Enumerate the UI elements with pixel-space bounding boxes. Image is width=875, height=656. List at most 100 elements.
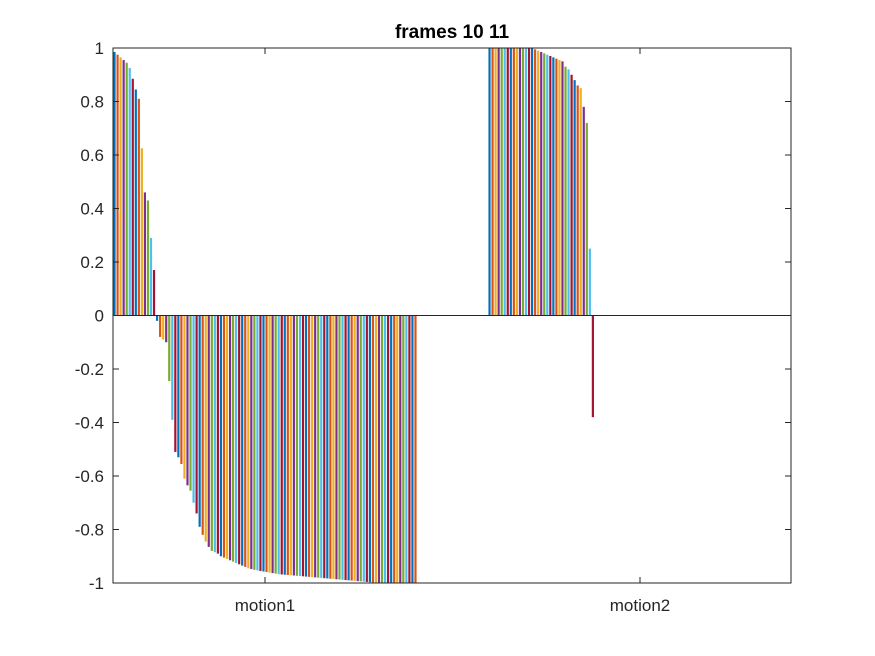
y-tick-label: -1 bbox=[89, 574, 104, 593]
bar-motion2-1 bbox=[488, 48, 491, 316]
bar-motion1-89 bbox=[380, 315, 384, 583]
bar-motion1-47 bbox=[253, 315, 256, 570]
bar-motion1-85 bbox=[368, 315, 371, 583]
bar-motion1-93 bbox=[393, 315, 396, 583]
bar-motion1-52 bbox=[268, 315, 271, 573]
bar-motion1-69 bbox=[320, 315, 323, 578]
bar-motion1-72 bbox=[329, 315, 332, 579]
bar-motion2-26 bbox=[564, 66, 567, 316]
bar-motion1-49 bbox=[259, 315, 262, 571]
bar-motion2-6 bbox=[503, 48, 506, 316]
bar-motion2-24 bbox=[558, 60, 561, 316]
bar-motion2-8 bbox=[509, 48, 512, 316]
bar-motion1-20 bbox=[171, 315, 174, 420]
bar-motion1-38 bbox=[225, 315, 229, 559]
bar-motion2-20 bbox=[546, 54, 549, 316]
bar-motion1-34 bbox=[213, 315, 216, 553]
bar-motion1-51 bbox=[265, 315, 268, 573]
bar-motion1-21 bbox=[174, 315, 177, 452]
y-tick-label: -0.2 bbox=[75, 360, 104, 379]
bar-motion2-34 bbox=[588, 248, 591, 316]
bar-motion1-94 bbox=[396, 315, 399, 583]
bar-motion1-75 bbox=[338, 315, 341, 580]
bar-motion1-33 bbox=[210, 315, 213, 551]
bar-motion1-13 bbox=[149, 237, 153, 316]
bar-motion1-43 bbox=[241, 315, 244, 566]
bar-motion2-17 bbox=[537, 50, 540, 316]
bar-motion1-3 bbox=[119, 57, 122, 316]
bar-motion1-92 bbox=[390, 315, 393, 583]
bar-motion2-11 bbox=[518, 48, 522, 316]
y-tick-label: 0.8 bbox=[80, 93, 104, 112]
bar-motion1-81 bbox=[356, 315, 359, 582]
bar-motion2-21 bbox=[549, 56, 552, 316]
bar-motion1-82 bbox=[359, 315, 362, 582]
chart-title: frames 10 11 bbox=[395, 22, 510, 43]
bar-motion1-11 bbox=[143, 192, 147, 316]
bar-motion2-28 bbox=[570, 74, 573, 316]
bar-motion1-16 bbox=[159, 315, 162, 337]
bar-motion1-18 bbox=[165, 315, 168, 343]
bar-motion1-17 bbox=[162, 315, 165, 340]
bar-motion2-7 bbox=[506, 48, 509, 316]
bar-motion1-25 bbox=[186, 315, 189, 486]
bar-motion1-42 bbox=[238, 315, 241, 565]
y-tick-label: 1 bbox=[95, 39, 104, 58]
bar-motion1-36 bbox=[219, 315, 223, 557]
bar-motion2-27 bbox=[567, 69, 570, 316]
bar-motion1-14 bbox=[152, 270, 156, 316]
bar-motion1-98 bbox=[408, 315, 411, 583]
bar-motion1-40 bbox=[231, 315, 235, 562]
x-tick-label: motion1 bbox=[235, 596, 295, 615]
bar-motion1-68 bbox=[317, 315, 320, 578]
bar-motion1-61 bbox=[295, 315, 299, 576]
bar-motion1-45 bbox=[247, 315, 250, 569]
bar-motion1-70 bbox=[323, 315, 326, 579]
bar-motion1-12 bbox=[146, 200, 150, 316]
bar-motion1-23 bbox=[180, 315, 183, 464]
bar-motion1-63 bbox=[301, 315, 305, 577]
bar-motion1-9 bbox=[137, 98, 140, 316]
y-tick-label: 0.6 bbox=[80, 146, 104, 165]
bar-motion2-18 bbox=[540, 52, 543, 316]
bar-motion1-71 bbox=[326, 315, 329, 579]
bar-motion2-23 bbox=[555, 58, 558, 316]
bar-motion1-57 bbox=[283, 315, 286, 575]
bar-motion1-64 bbox=[304, 315, 308, 577]
bar-motion1-74 bbox=[335, 315, 338, 580]
bar-motion1-99 bbox=[411, 315, 414, 583]
bar-motion1-79 bbox=[350, 315, 353, 581]
bar-motion1-2 bbox=[116, 54, 119, 316]
bar-motion2-3 bbox=[494, 48, 497, 316]
bar-motion1-78 bbox=[347, 315, 350, 581]
bar-motion2-25 bbox=[561, 61, 564, 316]
bar-motion2-33 bbox=[585, 122, 588, 316]
bar-motion1-5 bbox=[125, 62, 128, 316]
bar-series-group bbox=[113, 48, 594, 583]
bar-motion2-10 bbox=[515, 48, 518, 316]
bar-motion2-32 bbox=[582, 106, 585, 316]
bar-motion2-4 bbox=[497, 48, 500, 316]
bar-motion1-48 bbox=[256, 315, 259, 571]
bar-motion1-83 bbox=[362, 315, 365, 582]
bar-motion1-19 bbox=[168, 315, 171, 382]
bar-motion1-44 bbox=[244, 315, 247, 567]
bar-motion1-1 bbox=[113, 52, 116, 316]
bar-motion1-46 bbox=[250, 315, 253, 570]
bar-motion1-96 bbox=[402, 315, 405, 583]
bar-motion1-87 bbox=[374, 315, 378, 583]
bar-motion2-15 bbox=[530, 48, 534, 316]
bar-motion1-37 bbox=[222, 315, 226, 558]
axes: -1 -0.8 -0.6 -0.4 -0.2 0 0.2 0.4 0.6 0.8 1 motion1 m… bbox=[75, 39, 792, 615]
bar-motion1-58 bbox=[286, 315, 289, 575]
bar-motion1-54 bbox=[274, 315, 277, 574]
bar-motion1-73 bbox=[332, 315, 335, 579]
bar-motion1-84 bbox=[365, 315, 368, 582]
bar-motion1-50 bbox=[262, 315, 265, 572]
bar-motion2-22 bbox=[552, 57, 555, 316]
bar-motion1-29 bbox=[198, 315, 201, 527]
bar-motion1-95 bbox=[399, 315, 402, 583]
bar-motion1-28 bbox=[195, 315, 198, 514]
bar-motion2-19 bbox=[543, 53, 546, 316]
